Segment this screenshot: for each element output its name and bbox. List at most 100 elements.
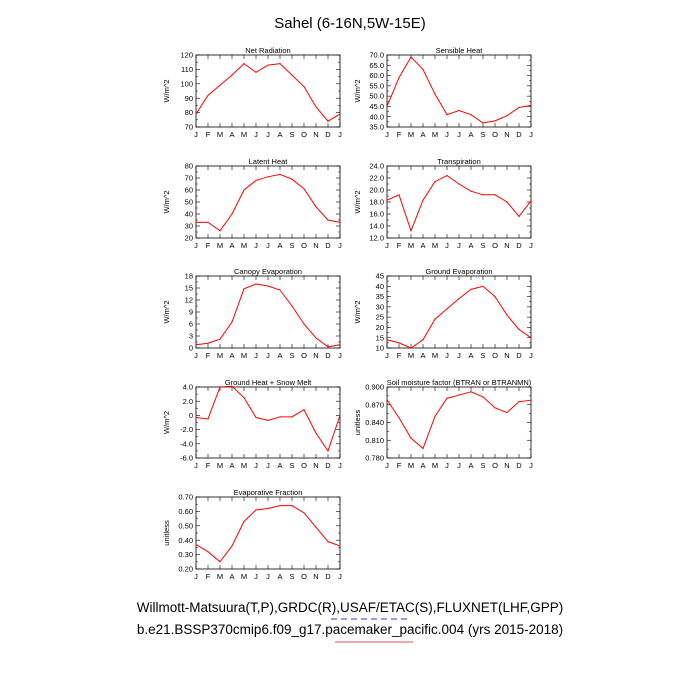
data-point <box>291 305 293 307</box>
data-point <box>386 105 388 108</box>
y-tick-label: 90 <box>185 94 193 103</box>
x-tick-label: O <box>301 241 307 250</box>
series-line-net-radiation <box>195 62 341 122</box>
plot-frame <box>195 496 341 570</box>
x-tick-label: A <box>229 572 234 581</box>
data-point <box>422 447 424 450</box>
y-tick-label: 20 <box>376 323 384 332</box>
data-point <box>303 323 305 325</box>
y-tick-label: 0.870 <box>365 400 384 409</box>
x-tick-label: M <box>241 351 247 360</box>
data-point <box>446 175 448 177</box>
x-tick-label: M <box>217 241 223 250</box>
y-tick-label: 15 <box>376 333 384 342</box>
y-tick-label: 0.40 <box>178 536 193 545</box>
x-tick-label: O <box>492 461 498 470</box>
data-point <box>315 337 317 339</box>
data-point <box>207 94 209 96</box>
data-point <box>207 418 209 420</box>
panel-transpiration: Transpiration 12.0 14.0 16.0 18.0 20.0 22.0 24.… <box>353 157 533 250</box>
y-axis-label: W/m^2 <box>162 190 171 213</box>
y-tick-label: 25 <box>376 313 384 322</box>
data-point <box>398 417 400 419</box>
data-point <box>243 520 245 523</box>
x-tick-label: J <box>385 241 389 250</box>
x-tick-label: M <box>432 241 438 250</box>
y-tick-label: 20 <box>185 234 193 243</box>
x-tick-label: O <box>492 130 498 139</box>
data-point <box>482 122 484 124</box>
x-tick-label: N <box>313 241 318 250</box>
x-tick-label: J <box>338 351 342 360</box>
panel-ground-heat-snow-melt: Ground Heat + Snow Melt -6.0 -4.0 -2.0 0 2.0 4… <box>162 378 342 470</box>
data-point <box>386 399 388 401</box>
data-point <box>398 342 400 344</box>
y-tick-label: 0.70 <box>178 493 193 502</box>
x-tick-label: M <box>217 572 223 581</box>
x-tick-label: S <box>480 241 485 250</box>
y-tick-label: 70 <box>185 123 193 132</box>
panel-title: Latent Heat <box>249 157 289 166</box>
data-point <box>219 561 221 563</box>
series-line-ground-heat-snow-melt <box>195 385 341 453</box>
x-tick-label: F <box>397 130 402 139</box>
x-tick-label: F <box>206 130 211 139</box>
x-tick-label: O <box>301 130 307 139</box>
data-point <box>219 230 221 232</box>
x-tick-label: D <box>516 351 522 360</box>
panel-title: Transpiration <box>437 157 481 166</box>
data-point <box>470 114 472 116</box>
data-point <box>518 401 520 403</box>
data-point <box>386 199 388 201</box>
y-tick-label: 0.780 <box>365 454 384 463</box>
x-tick-label: D <box>516 461 522 470</box>
x-tick-label: M <box>408 351 414 360</box>
data-point <box>339 113 341 115</box>
x-tick-label: M <box>241 130 247 139</box>
data-point <box>207 551 209 553</box>
data-point <box>279 63 281 65</box>
data-point <box>255 283 257 285</box>
x-tick-label: N <box>313 351 318 360</box>
x-tick-label: J <box>529 130 533 139</box>
x-tick-label: S <box>480 130 485 139</box>
data-point <box>530 399 532 401</box>
panel-sensible-heat: Sensible Heat 35.0 40.045.050.0 55.060.065.… <box>353 46 533 139</box>
y-tick-label: 14.0 <box>369 222 384 231</box>
y-tick-label: 0.30 <box>178 550 193 559</box>
data-point <box>207 221 209 223</box>
data-point <box>494 295 496 298</box>
data-point <box>303 409 305 411</box>
data-point <box>494 194 496 196</box>
x-tick-label: F <box>206 351 211 360</box>
series-line-sensible-heat <box>386 56 532 124</box>
x-tick-label: J <box>529 461 533 470</box>
x-tick-label: M <box>217 130 223 139</box>
x-tick-label: J <box>338 572 342 581</box>
x-tick-label: J <box>445 461 449 470</box>
data-point <box>434 318 436 320</box>
x-tick-label: J <box>385 130 389 139</box>
data-point <box>291 505 293 507</box>
x-tick-label: A <box>468 130 473 139</box>
data-point <box>446 308 448 310</box>
x-tick-label: O <box>301 461 307 470</box>
x-tick-label: A <box>277 241 282 250</box>
data-point <box>386 339 388 341</box>
data-point <box>339 545 341 547</box>
x-tick-label: A <box>277 461 282 470</box>
data-point <box>231 213 233 215</box>
data-point <box>279 505 281 507</box>
y-tick-label: 18.0 <box>369 198 384 207</box>
data-point <box>231 321 233 323</box>
y-tick-label: 55.0 <box>369 81 384 90</box>
y-axis-label: W/m^2 <box>162 300 171 323</box>
panel-title: Ground Heat + Snow Melt <box>225 378 312 387</box>
data-point <box>195 113 197 115</box>
data-point <box>530 337 532 339</box>
y-tick-label: 120 <box>180 51 193 60</box>
data-point <box>410 230 412 232</box>
x-tick-label: A <box>468 351 473 360</box>
y-tick-label: 4.0 <box>183 383 193 392</box>
